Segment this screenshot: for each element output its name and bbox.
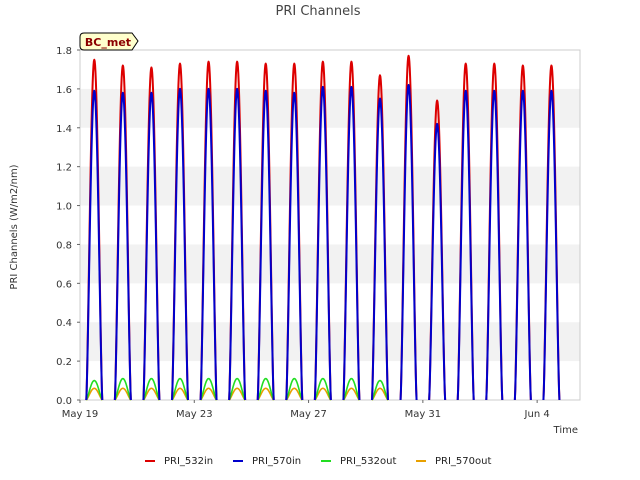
legend-label: PRI_532in bbox=[164, 456, 213, 467]
series-point-2024-05-21 bbox=[142, 91, 161, 401]
series-point-2024-05-25 bbox=[256, 89, 275, 401]
series-point-2024-05-28 bbox=[342, 85, 361, 401]
series-point-2024-05-26 bbox=[285, 387, 303, 401]
series-point-2024-05-27 bbox=[314, 377, 332, 401]
y-tick-label: 0.6 bbox=[56, 279, 72, 290]
series-point-2024-05-29 bbox=[371, 379, 389, 401]
legend-label: PRI_532out bbox=[340, 456, 396, 467]
site-badge-label: BC_met bbox=[85, 36, 131, 49]
series-point-2024-05-20 bbox=[114, 377, 132, 401]
series-pri-570out bbox=[85, 387, 389, 401]
y-tick-label: 0.0 bbox=[56, 396, 72, 407]
series-point-2024-05-26 bbox=[285, 91, 304, 401]
y-tick-label: 0.4 bbox=[56, 318, 72, 329]
series-point-2024-05-22 bbox=[171, 377, 189, 401]
y-tick-label: 1.0 bbox=[56, 202, 72, 213]
x-tick-label: Jun 4 bbox=[524, 409, 550, 420]
y-axis-ticks: 0.0 0.2 0.4 0.6 0.8 1.0 1.2 1.4 1.6 1.8 bbox=[56, 46, 80, 407]
y-tick-label: 1.6 bbox=[56, 85, 72, 96]
series-point-2024-05-19 bbox=[85, 379, 103, 401]
legend-label: PRI_570in bbox=[252, 456, 301, 467]
grid-band bbox=[80, 88, 580, 128]
x-axis-label: Time bbox=[553, 425, 578, 436]
series-pri-570in bbox=[85, 84, 561, 401]
series-point-2024-05-25 bbox=[257, 387, 275, 401]
site-badge-box bbox=[79, 32, 139, 51]
series-point-2024-05-28 bbox=[342, 377, 361, 401]
series-point-2024-05-24 bbox=[228, 377, 246, 401]
series-point-2024-05-21 bbox=[142, 377, 161, 401]
y-tick-label: 1.2 bbox=[56, 163, 72, 174]
series-point-2024-05-30 bbox=[399, 84, 418, 401]
series-point-2024-05-22 bbox=[171, 387, 189, 401]
y-axis-label: PRI Channels (W/m2/nm) bbox=[9, 164, 20, 289]
series-point-2024-06-02 bbox=[485, 89, 504, 401]
x-axis-ticks: May 19 May 23 May 27 May 31 Jun 4 bbox=[62, 400, 550, 420]
series-point-2024-05-21 bbox=[142, 387, 160, 401]
series-point-2024-05-19 bbox=[85, 387, 103, 401]
series-layer bbox=[85, 54, 561, 401]
series-point-2024-05-31 bbox=[428, 122, 447, 401]
series-point-2024-05-26 bbox=[285, 377, 303, 401]
series-point-2024-05-19 bbox=[85, 89, 104, 401]
y-tick-label: 1.4 bbox=[56, 124, 72, 135]
x-tick-label: May 31 bbox=[405, 409, 442, 420]
series-point-2024-05-23 bbox=[200, 387, 218, 401]
series-point-2024-05-20 bbox=[113, 91, 132, 401]
series-point-2024-05-25 bbox=[257, 377, 275, 401]
x-tick-label: May 23 bbox=[176, 409, 213, 420]
series-point-2024-06-01 bbox=[456, 89, 475, 401]
series-point-2024-05-29 bbox=[371, 387, 389, 401]
series-point-2024-05-22 bbox=[171, 87, 189, 401]
legend: PRI_532in PRI_570in PRI_532out PRI_570out bbox=[145, 456, 491, 467]
series-pri-532out bbox=[85, 377, 389, 401]
series-point-2024-06-04 bbox=[542, 89, 561, 401]
legend-label: PRI_570out bbox=[435, 456, 491, 467]
series-point-2024-06-03 bbox=[513, 89, 532, 401]
series-point-2024-05-20 bbox=[114, 387, 132, 401]
series-point-2024-05-24 bbox=[228, 387, 246, 401]
series-point-2024-05-27 bbox=[313, 85, 332, 401]
x-tick-label: May 27 bbox=[290, 409, 327, 420]
y-tick-label: 1.8 bbox=[56, 46, 72, 57]
x-tick-label: May 19 bbox=[62, 409, 99, 420]
chart-title: PRI Channels bbox=[276, 4, 361, 19]
y-tick-label: 0.8 bbox=[56, 240, 72, 251]
series-point-2024-05-28 bbox=[342, 387, 360, 401]
series-point-2024-05-23 bbox=[199, 87, 218, 401]
series-point-2024-05-29 bbox=[371, 97, 389, 401]
y-tick-label: 0.2 bbox=[56, 357, 72, 368]
series-point-2024-05-23 bbox=[199, 377, 218, 401]
grid-band bbox=[80, 244, 580, 284]
site-badge: BC_met bbox=[79, 32, 139, 51]
series-point-2024-05-24 bbox=[228, 87, 247, 401]
series-point-2024-05-27 bbox=[314, 387, 332, 401]
